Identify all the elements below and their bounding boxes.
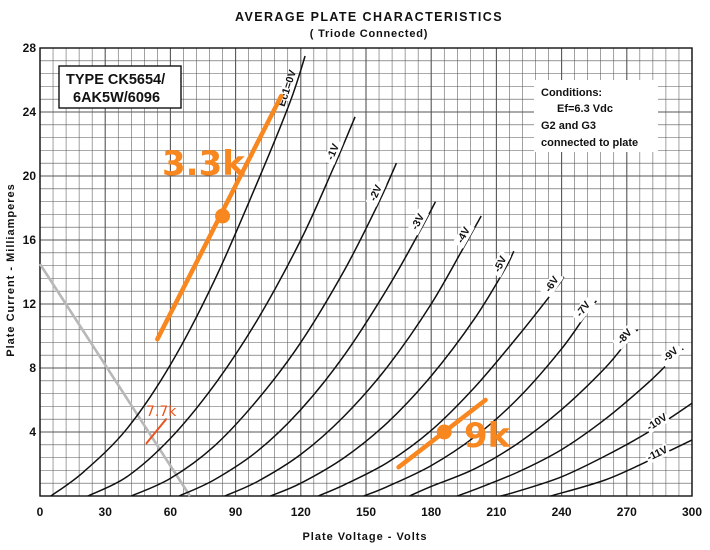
curve-0v xyxy=(50,55,306,497)
curve-label-bg xyxy=(540,271,564,298)
x-tick-label: 270 xyxy=(617,505,637,519)
operating-point-marker xyxy=(215,208,231,224)
curve-minus-1v xyxy=(87,116,356,497)
curve-label-bg xyxy=(407,208,429,236)
load-line-7k7-segment xyxy=(38,263,192,497)
curve-minus-2v xyxy=(130,162,398,497)
load-annotation-label: 3.3k xyxy=(162,144,246,184)
curve-minus-11v xyxy=(550,439,693,497)
conditions-line-3: G2 and G3 xyxy=(541,120,596,132)
y-tick-label: 24 xyxy=(23,105,37,119)
y-tick-label: 12 xyxy=(23,297,37,311)
chart-subtitle: ( Triode Connected) xyxy=(310,28,428,40)
y-axis-label: Plate Current - Milliamperes xyxy=(5,183,17,357)
x-tick-label: 0 xyxy=(37,505,44,519)
x-tick-label: 210 xyxy=(486,505,506,519)
load-line-annotations: 3.3k 9k 7.7k xyxy=(145,93,512,470)
conditions-line-1: Conditions: xyxy=(541,87,602,99)
x-tick-label: 180 xyxy=(421,505,441,519)
conditions-line-4: connected to plate xyxy=(541,137,638,149)
y-tick-label: 20 xyxy=(23,169,37,183)
x-tick-label: 60 xyxy=(164,505,178,519)
x-axis-label: Plate Voltage - Volts xyxy=(302,531,427,543)
load-line-7k7 xyxy=(38,263,192,497)
curve-minus-8v xyxy=(409,329,639,497)
load-line-77k xyxy=(145,418,168,445)
tube-type-line-1: TYPE CK5654/ xyxy=(66,72,165,88)
conditions-box: Conditions: Ef=6.3 Vdc G2 and G3 connect… xyxy=(534,80,658,152)
curve-label-bg xyxy=(571,296,596,323)
load-annotation-label: 7.7k xyxy=(146,404,177,420)
y-tick-labels: 4 8 12 16 20 24 28 xyxy=(23,41,37,439)
curve-minus-6v xyxy=(317,276,565,497)
x-tick-label: 90 xyxy=(229,505,243,519)
y-tick-label: 8 xyxy=(29,361,36,375)
curve-label-bg xyxy=(489,250,512,278)
x-tick-label: 240 xyxy=(552,505,572,519)
y-tick-label: 16 xyxy=(23,233,37,247)
y-tick-label: 4 xyxy=(29,425,36,439)
curve-minus-4v xyxy=(224,215,482,497)
load-annotation-label: 9k xyxy=(464,416,512,456)
chart-title: AVERAGE PLATE CHARACTERISTICS xyxy=(235,10,503,24)
tube-type-box: TYPE CK5654/ 6AK5W/6096 xyxy=(58,65,182,109)
operating-point-marker xyxy=(436,424,452,440)
x-tick-label: 150 xyxy=(356,505,376,519)
plot-frame xyxy=(39,47,693,497)
tube-type-line-2: 6AK5W/6096 xyxy=(73,90,160,106)
x-tick-label: 300 xyxy=(682,505,702,519)
curve-label-bg xyxy=(643,443,671,465)
y-tick-label: 28 xyxy=(23,41,37,55)
conditions-line-2: Ef=6.3 Vdc xyxy=(557,103,613,115)
x-tick-label: 30 xyxy=(99,505,113,519)
x-tick-label: 120 xyxy=(291,505,311,519)
curve-label-bg xyxy=(657,342,684,368)
curve-label-bg xyxy=(612,323,638,350)
curve-minus-3v xyxy=(178,201,437,497)
curve-label: -1V xyxy=(325,142,342,162)
x-tick-labels: 0 30 60 90 120 150 180 210 240 270 300 xyxy=(37,505,703,519)
curve-label-bg xyxy=(452,221,475,249)
curve-label-bg xyxy=(365,179,387,207)
curve-label-bg xyxy=(323,138,344,166)
curve-label-bg xyxy=(643,410,671,435)
